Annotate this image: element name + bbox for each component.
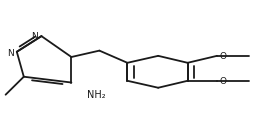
Text: N: N bbox=[31, 32, 38, 41]
Text: N: N bbox=[7, 48, 13, 57]
Text: O: O bbox=[219, 77, 226, 86]
Text: O: O bbox=[219, 52, 226, 61]
Text: NH₂: NH₂ bbox=[87, 89, 106, 99]
